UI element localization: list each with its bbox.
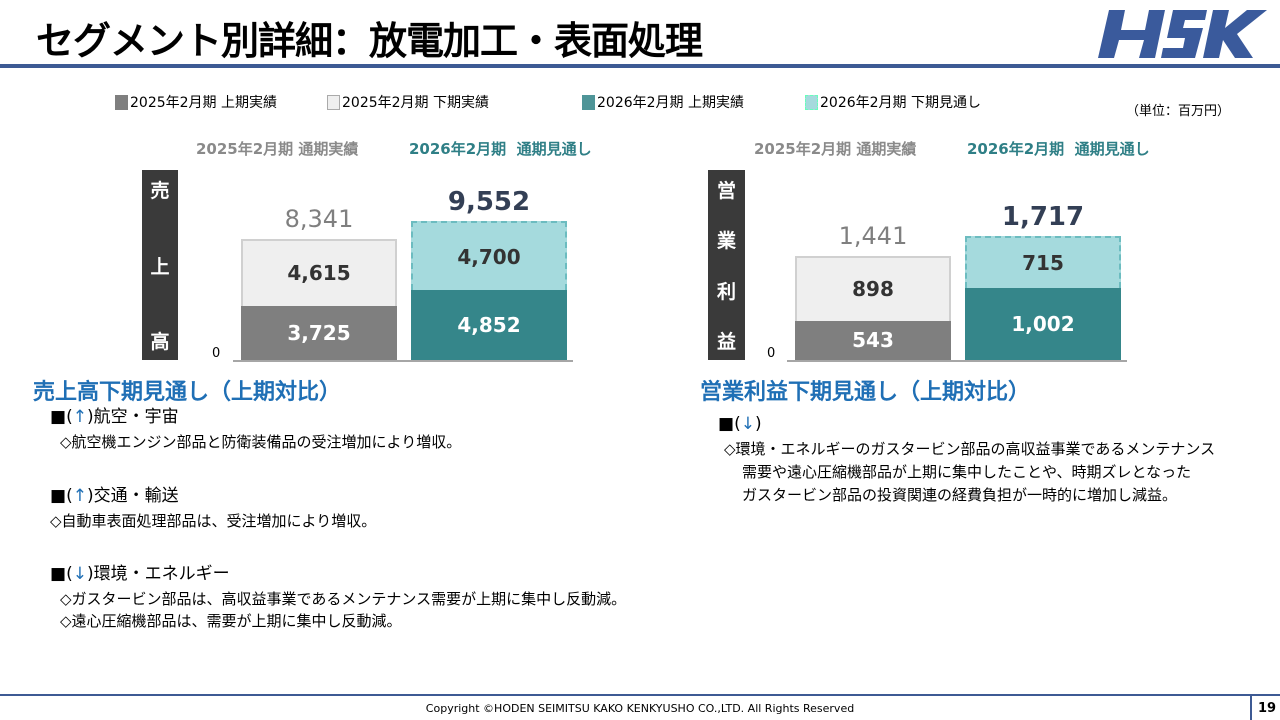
item-detail: ◇ガスタービン部品は、高収益事業であるメンテナンス需要が上期に集中し反動減。 [60, 590, 627, 608]
sales-chart: 3,725 4,615 8,341 4,852 4,700 9,552 [233, 160, 573, 362]
legend-item: 2025年2月期 下期実績 [327, 92, 489, 112]
item-heading: ■(↓) [718, 414, 762, 434]
sales-outlook-heading: 売上高下期見通し（上期対比） [33, 380, 342, 405]
operating-profit-chart: 543 898 1,441 1,002 715 1,717 [787, 160, 1127, 362]
x-axis-line [233, 360, 573, 362]
legend-item: 2026年2月期 上期実績 [582, 92, 744, 112]
axis-zero-label: 0 [212, 346, 221, 361]
x-axis-line [787, 360, 1127, 362]
bar-first-half: 3,725 [241, 305, 397, 360]
header-divider [0, 64, 1280, 68]
chart-vertical-title: 営業利益 [708, 170, 745, 360]
category-label: 2026年2月期 通期見通し [409, 140, 592, 158]
bar-total-label: 1,441 [838, 222, 908, 250]
bar-second-half: 715 [965, 236, 1121, 288]
bar-first-half: 543 [795, 320, 951, 360]
item-heading: ■(↑)航空・宇宙 [50, 407, 179, 427]
copyright: Copyright ©HODEN SEIMITSU KAKO KENKYUSHO… [425, 702, 855, 715]
item-detail: ◇環境・エネルギーのガスタービン部品の高収益事業であるメンテナンス [724, 440, 1216, 458]
legend-item: 2026年2月期 下期見通し [805, 92, 981, 112]
category-label: 2025年2月期 通期実績 [754, 140, 917, 158]
item-detail: ◇航空機エンジン部品と防衛装備品の受注増加により増収。 [60, 433, 462, 451]
page-number: 19 [1250, 696, 1280, 720]
bar-second-half: 4,615 [241, 239, 397, 306]
item-heading: ■(↓)環境・エネルギー [50, 564, 230, 584]
footer-divider [0, 694, 1280, 696]
bar-second-half: 898 [795, 256, 951, 321]
item-heading: ■(↑)交通・輸送 [50, 486, 179, 506]
legend-item: 2025年2月期 上期実績 [115, 92, 277, 112]
item-detail: ◇自動車表面処理部品は、受注増加により増収。 [50, 512, 377, 530]
item-detail: ◇遠心圧縮機部品は、需要が上期に集中し反動減。 [60, 612, 402, 630]
page-title: セグメント別詳細：放電加工・表面処理 [36, 19, 703, 63]
item-detail: ガスタービン部品の投資関連の経費負担が一時的に増加し減益。 [742, 486, 1178, 504]
category-label: 2026年2月期 通期見通し [967, 140, 1150, 158]
axis-zero-label: 0 [767, 346, 776, 361]
item-detail: 需要や遠心圧縮機部品が上期に集中したことや、時期ズレとなった [742, 463, 1192, 481]
profit-outlook-heading: 営業利益下期見通し（上期対比） [700, 380, 1031, 405]
bar-total-label: 9,552 [447, 187, 531, 218]
hsk-logo [1098, 10, 1267, 58]
bar-total-label: 1,717 [1001, 202, 1085, 233]
bar-first-half: 4,852 [411, 289, 567, 360]
unit-label: （単位：百万円） [1126, 104, 1231, 119]
bar-first-half: 1,002 [965, 287, 1121, 360]
bar-total-label: 8,341 [284, 205, 354, 233]
chart-vertical-title: 売上高 [142, 170, 178, 360]
category-label: 2025年2月期 通期実績 [196, 140, 359, 158]
bar-second-half: 4,700 [411, 221, 567, 290]
